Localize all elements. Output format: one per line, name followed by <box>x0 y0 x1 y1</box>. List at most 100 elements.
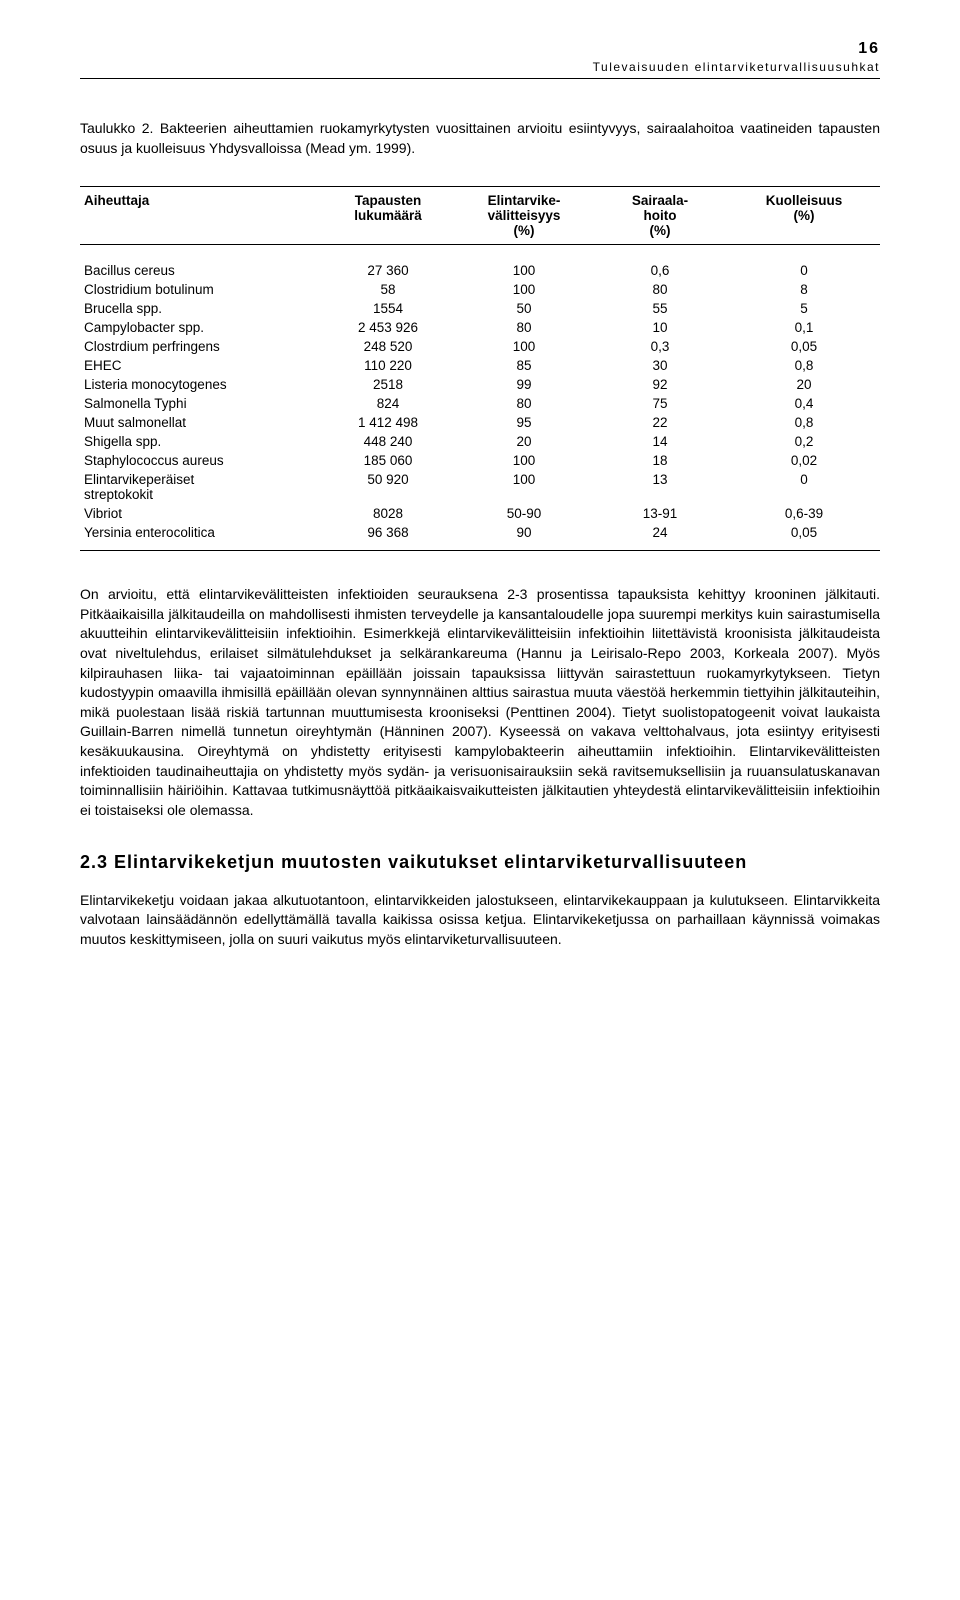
table-cell: 2 453 926 <box>320 318 456 337</box>
table-head: Aiheuttaja Tapausten lukumäärä Elintarvi… <box>80 187 880 245</box>
table-cell: Shigella spp. <box>80 432 320 451</box>
th-food-l2: välitteisyys <box>488 208 561 223</box>
table-cell: Vibriot <box>80 504 320 523</box>
table-cell: 22 <box>592 413 728 432</box>
th-count: Tapausten lukumäärä <box>320 187 456 245</box>
th-hosp-l1: Sairaala- <box>632 193 688 208</box>
page: 16 Tulevaisuuden elintarviketurvallisuus… <box>0 0 960 1039</box>
table-cell: 5 <box>728 299 880 318</box>
pathogen-table: Aiheuttaja Tapausten lukumäärä Elintarvi… <box>80 186 880 551</box>
table-cell: 0 <box>728 245 880 281</box>
table-cell: 10 <box>592 318 728 337</box>
th-death-l1: Kuolleisuus <box>766 193 843 208</box>
table-cell: 100 <box>456 451 592 470</box>
table-cell: 0,05 <box>728 337 880 356</box>
header-rule <box>80 78 880 79</box>
table-cell: 1 412 498 <box>320 413 456 432</box>
table-cell: Clostrdium perfringens <box>80 337 320 356</box>
table-row: Brucella spp.155450555 <box>80 299 880 318</box>
table-cell: 90 <box>456 523 592 551</box>
table-cell: 80 <box>456 318 592 337</box>
table-cell: 95 <box>456 413 592 432</box>
th-agent: Aiheuttaja <box>80 187 320 245</box>
table-cell: 30 <box>592 356 728 375</box>
table-row: Bacillus cereus27 3601000,60 <box>80 245 880 281</box>
page-number: 16 <box>858 40 880 58</box>
table-row: Shigella spp.448 24020140,2 <box>80 432 880 451</box>
table-cell: 58 <box>320 280 456 299</box>
table-cell: 50 920 <box>320 470 456 504</box>
th-agent-label: Aiheuttaja <box>84 193 149 208</box>
table-cell: 55 <box>592 299 728 318</box>
running-head-title-row: Tulevaisuuden elintarviketurvallisuusuhk… <box>80 60 880 74</box>
table-row: Campylobacter spp.2 453 92680100,1 <box>80 318 880 337</box>
table-cell: Listeria monocytogenes <box>80 375 320 394</box>
table-row: Listeria monocytogenes2518999220 <box>80 375 880 394</box>
table-caption: Taulukko 2. Bakteerien aiheuttamien ruok… <box>80 119 880 158</box>
table-cell: 110 220 <box>320 356 456 375</box>
table-cell: 20 <box>456 432 592 451</box>
table-cell: Muut salmonellat <box>80 413 320 432</box>
running-head-title: Tulevaisuuden elintarviketurvallisuusuhk… <box>593 60 880 74</box>
table-cell: 0 <box>728 470 880 504</box>
table-row: Yersinia enterocolitica96 36890240,05 <box>80 523 880 551</box>
table-row: Clostridium botulinum58100808 <box>80 280 880 299</box>
table-cell: 100 <box>456 470 592 504</box>
table-cell: 0,02 <box>728 451 880 470</box>
table-cell: 96 368 <box>320 523 456 551</box>
table-cell: 99 <box>456 375 592 394</box>
table-cell: 50 <box>456 299 592 318</box>
table-cell: Clostridium botulinum <box>80 280 320 299</box>
table-cell: 13-91 <box>592 504 728 523</box>
table-row: Muut salmonellat1 412 49895220,8 <box>80 413 880 432</box>
table-cell: 0,4 <box>728 394 880 413</box>
body-paragraph-1: On arvioitu, että elintarvikevälitteiste… <box>80 585 880 820</box>
th-food-l3: (%) <box>514 223 535 238</box>
running-head-row: 16 <box>80 40 880 58</box>
table-row: Clostrdium perfringens248 5201000,30,05 <box>80 337 880 356</box>
table-cell: 8 <box>728 280 880 299</box>
th-count-l1: Tapausten <box>355 193 422 208</box>
table-cell: 185 060 <box>320 451 456 470</box>
table-cell: 0,2 <box>728 432 880 451</box>
table-cell: 0,1 <box>728 318 880 337</box>
th-hospital: Sairaala- hoito (%) <box>592 187 728 245</box>
table-cell: Salmonella Typhi <box>80 394 320 413</box>
th-hosp-l2: hoito <box>644 208 677 223</box>
table-cell: 18 <box>592 451 728 470</box>
table-cell: 24 <box>592 523 728 551</box>
table-cell: 20 <box>728 375 880 394</box>
table-cell: 100 <box>456 245 592 281</box>
th-count-l2: lukumäärä <box>354 208 422 223</box>
table-cell: 0,8 <box>728 356 880 375</box>
table-cell: EHEC <box>80 356 320 375</box>
table-cell: 1554 <box>320 299 456 318</box>
table-cell: 824 <box>320 394 456 413</box>
th-food-l1: Elintarvike- <box>488 193 561 208</box>
table-cell: Staphylococcus aureus <box>80 451 320 470</box>
table-cell: 85 <box>456 356 592 375</box>
table-row: Staphylococcus aureus185 060100180,02 <box>80 451 880 470</box>
table-cell: 50-90 <box>456 504 592 523</box>
table-cell: 248 520 <box>320 337 456 356</box>
table-cell: Campylobacter spp. <box>80 318 320 337</box>
table-cell: 75 <box>592 394 728 413</box>
table-cell: Yersinia enterocolitica <box>80 523 320 551</box>
th-death-l2: (%) <box>794 208 815 223</box>
table-cell: 100 <box>456 337 592 356</box>
table-row: Vibriot802850-9013-910,6-39 <box>80 504 880 523</box>
table-cell: 0,8 <box>728 413 880 432</box>
table-cell: Elintarvikeperäisetstreptokokit <box>80 470 320 504</box>
table-row: Elintarvikeperäisetstreptokokit50 920100… <box>80 470 880 504</box>
th-foodborne: Elintarvike- välitteisyys (%) <box>456 187 592 245</box>
table-cell: 13 <box>592 470 728 504</box>
table-cell: 8028 <box>320 504 456 523</box>
table-cell: 0,6-39 <box>728 504 880 523</box>
table-cell: 27 360 <box>320 245 456 281</box>
table-row: EHEC110 22085300,8 <box>80 356 880 375</box>
table-cell: 2518 <box>320 375 456 394</box>
section-title: 2.3 Elintarvikeketjun muutosten vaikutuk… <box>80 850 880 874</box>
body-paragraph-2: Elintarvikeketju voidaan jakaa alkutuota… <box>80 891 880 950</box>
th-hosp-l3: (%) <box>650 223 671 238</box>
table-cell: 14 <box>592 432 728 451</box>
